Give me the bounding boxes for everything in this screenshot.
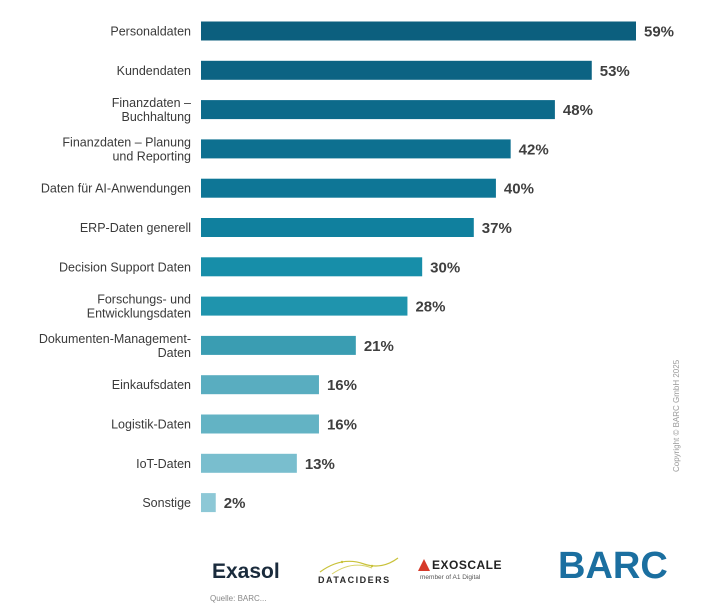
value-label-6: 30%: [430, 259, 460, 276]
value-label-9: 16%: [327, 377, 357, 394]
category-label-9: Einkaufsdaten: [112, 378, 191, 392]
value-label-12: 2%: [224, 495, 246, 512]
bar-5: [201, 218, 474, 237]
bar-1: [201, 60, 592, 80]
bar-3: [201, 139, 511, 159]
category-label-4: Daten für AI-Anwendungen: [41, 182, 191, 196]
source-note: Quelle: BARC...: [210, 594, 267, 603]
value-label-7: 28%: [415, 299, 445, 316]
category-label-12: Sonstige: [142, 496, 191, 510]
bar-6: [201, 257, 423, 277]
value-label-0: 59%: [644, 24, 674, 41]
bar-9: [201, 375, 319, 395]
category-label-10: Logistik-Daten: [111, 418, 191, 432]
value-label-8: 21%: [364, 338, 394, 355]
bar-8: [201, 335, 356, 355]
category-label-2: Finanzdaten – Buchhaltung: [112, 96, 191, 124]
category-label-6: Decision Support Daten: [59, 260, 191, 274]
copyright-note: Copyright © BARC GmbH 2025: [672, 359, 681, 472]
exasol-logo-text: Exasol: [212, 560, 280, 583]
value-label-3: 42%: [519, 141, 549, 158]
category-label-0: Personaldaten: [110, 25, 191, 39]
category-label-7: Forschungs- und Entwicklungsdaten: [87, 293, 191, 321]
dataciders-logo: DATACIDERS: [312, 554, 402, 588]
bar-0: [201, 21, 636, 41]
exoscale-triangle-icon: [418, 559, 430, 571]
category-label-3: Finanzdaten – Planung und Reporting: [62, 135, 191, 163]
exasol-logo: Exasol: [212, 560, 280, 584]
category-label-8: Dokumenten-Management-Daten: [39, 332, 191, 360]
value-label-1: 53%: [600, 63, 630, 80]
bar-10: [201, 414, 319, 434]
value-label-5: 37%: [482, 220, 512, 237]
value-label-2: 48%: [563, 102, 593, 119]
dataciders-logo-text: DATACIDERS: [318, 575, 391, 585]
exoscale-logo: EXOSCALE member of A1 Digital: [418, 558, 518, 588]
bar-12: [201, 493, 216, 513]
bar-4: [201, 178, 496, 198]
bar-11: [201, 453, 297, 473]
exoscale-logo-text: EXOSCALE: [432, 558, 503, 572]
exoscale-logo-subtext: member of A1 Digital: [420, 574, 481, 581]
value-label-11: 13%: [305, 456, 335, 473]
category-label-1: Kundendaten: [117, 64, 191, 78]
category-label-5: ERP-Daten generell: [80, 221, 191, 235]
value-label-10: 16%: [327, 417, 357, 434]
logo-strip: Exasol DATACIDERS EXOSCALE member of A1 …: [0, 540, 705, 600]
category-label-11: IoT-Daten: [136, 457, 191, 471]
dataciders-mark-icon: [319, 557, 399, 575]
bar-chart: 59% Personaldaten 53% Kundendaten 48% Finanzd…: [39, 21, 674, 513]
bar-2: [201, 100, 555, 120]
barc-logo: BARC: [558, 545, 668, 588]
value-label-4: 40%: [504, 181, 534, 198]
barc-logo-text: BARC: [558, 545, 668, 587]
bar-7: [201, 296, 408, 316]
